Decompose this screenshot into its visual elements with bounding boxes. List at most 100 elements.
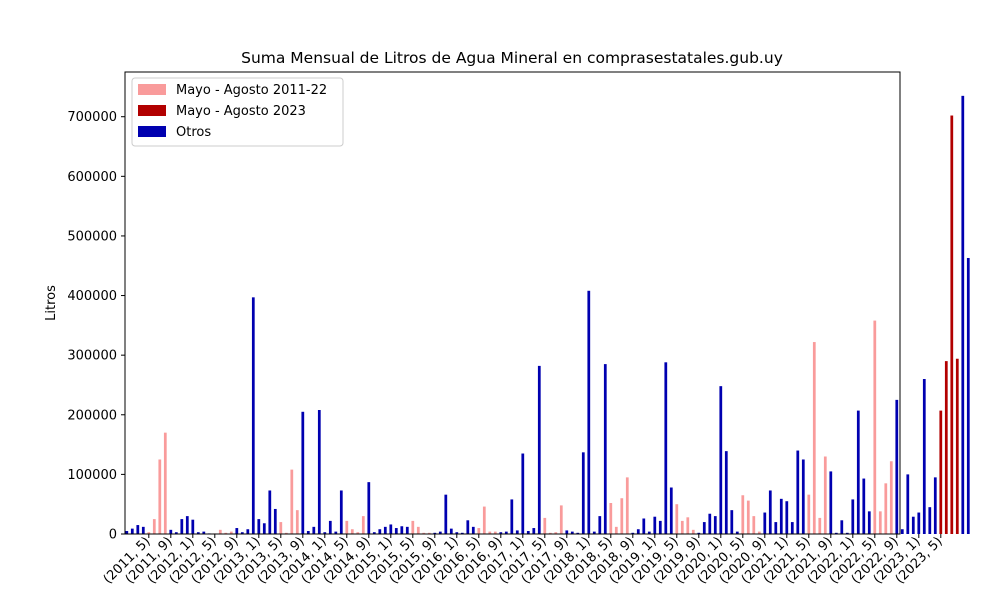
bar-17	[218, 529, 222, 534]
bar-135	[867, 511, 871, 534]
bar-28	[279, 522, 283, 534]
bar-49	[394, 528, 398, 534]
y-tick-label-2: 200000	[67, 408, 117, 423]
bar-134	[862, 478, 866, 534]
bar-65	[482, 506, 486, 534]
bar-109	[724, 451, 728, 534]
bar-48	[389, 524, 393, 534]
bar-21	[240, 532, 244, 534]
bar-145	[922, 379, 926, 534]
y-tick-label-1: 100000	[67, 468, 117, 483]
x-axis: (2011, 5)(2011, 9)(2012, 1)(2012, 5)(201…	[101, 534, 946, 587]
bar-32	[301, 411, 305, 534]
bar-127	[823, 456, 827, 534]
bar-42	[356, 532, 360, 534]
y-tick-label-7: 700000	[67, 110, 117, 125]
bar-105	[702, 522, 706, 534]
bar-117	[768, 490, 772, 534]
y-tick-label-5: 500000	[67, 229, 117, 244]
legend-label-otros: Otros	[176, 125, 211, 140]
bar-30	[290, 469, 294, 534]
bar-31	[295, 510, 299, 534]
bar-83	[581, 452, 585, 534]
bars-group	[125, 95, 970, 535]
bar-50	[400, 526, 404, 534]
bar-25	[262, 523, 266, 534]
bar-4	[147, 532, 151, 534]
bar-61	[460, 532, 464, 534]
bar-90	[620, 498, 624, 534]
bar-73	[526, 531, 530, 534]
legend-label-mayo_agosto_2023: Mayo - Agosto 2023	[176, 104, 306, 119]
bar-121	[790, 522, 794, 534]
bar-146	[928, 507, 932, 534]
bar-68	[499, 532, 503, 534]
bar-44	[367, 482, 371, 534]
bar-138	[884, 483, 888, 534]
bar-85	[592, 531, 596, 534]
bar-148	[939, 410, 943, 534]
bar-106	[708, 513, 712, 534]
bar-5	[152, 519, 156, 534]
bar-149	[944, 361, 948, 534]
bar-104	[697, 532, 701, 534]
bar-55	[427, 532, 431, 534]
bar-114	[752, 516, 756, 534]
bar-3	[141, 526, 145, 534]
bar-2	[136, 525, 140, 534]
bar-11	[185, 516, 189, 534]
bar-9	[174, 532, 178, 534]
bar-46	[378, 529, 382, 534]
bar-88	[609, 503, 613, 534]
bar-36	[323, 532, 327, 534]
bar-69	[504, 531, 508, 534]
bar-92	[631, 532, 635, 534]
bar-93	[636, 529, 640, 534]
bar-62	[466, 520, 470, 534]
y-axis-label: Litros	[44, 285, 59, 321]
bar-129	[834, 532, 838, 534]
bar-72	[521, 453, 525, 534]
legend-swatch-otros	[138, 126, 166, 137]
bar-82	[576, 532, 580, 534]
bar-110	[730, 510, 734, 534]
bar-7	[163, 432, 167, 534]
bar-80	[565, 530, 569, 534]
bar-39	[339, 490, 343, 534]
bar-98	[664, 362, 668, 534]
bar-41	[350, 529, 354, 534]
legend-swatch-mayo_agosto_2023	[138, 105, 166, 116]
bar-95	[647, 531, 651, 534]
bar-54	[422, 532, 426, 534]
bar-102	[686, 517, 690, 534]
bar-139	[889, 461, 893, 534]
bar-24	[257, 519, 261, 534]
bar-71	[515, 530, 519, 534]
bar-112	[741, 495, 745, 534]
bar-119	[779, 498, 783, 534]
bar-47	[383, 526, 387, 534]
bar-143	[911, 516, 915, 534]
bar-27	[273, 508, 277, 534]
bar-91	[625, 477, 629, 534]
bar-144	[917, 512, 921, 534]
bar-20	[235, 528, 239, 534]
bar-132	[851, 499, 855, 534]
bar-60	[455, 532, 459, 534]
bar-6	[158, 459, 162, 534]
bar-131	[845, 532, 849, 534]
bar-87	[603, 364, 607, 534]
bar-123	[801, 459, 805, 534]
bar-125	[812, 342, 816, 534]
bar-86	[598, 516, 602, 534]
bar-124	[807, 494, 811, 534]
bar-78	[554, 532, 558, 534]
legend-label-mayo_agosto_2011_22: Mayo - Agosto 2011-22	[176, 83, 327, 98]
bar-43	[361, 516, 365, 534]
bar-37	[328, 520, 332, 534]
bar-153	[966, 257, 970, 534]
y-tick-label-3: 300000	[67, 349, 117, 364]
bar-23	[251, 297, 255, 534]
bar-115	[757, 531, 761, 534]
